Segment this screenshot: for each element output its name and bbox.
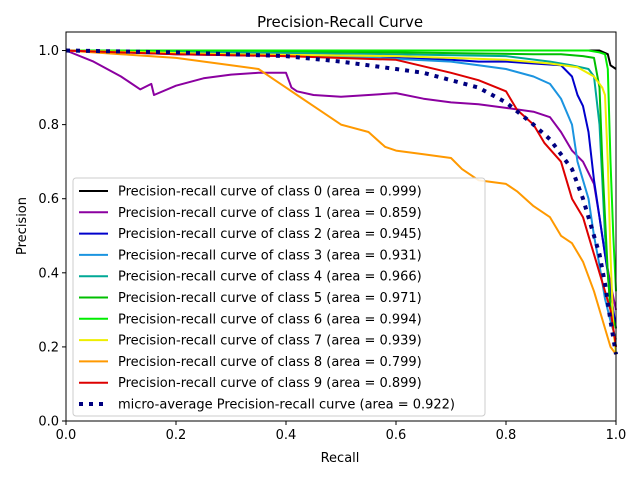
series-line-1 bbox=[65, 49, 617, 311]
legend-label-8: Precision-recall curve of class 8 (area … bbox=[118, 355, 422, 370]
y-tick-label: 0.8 bbox=[38, 118, 59, 133]
series-line-5 bbox=[66, 49, 617, 329]
x-tick-label: 0.0 bbox=[56, 428, 77, 443]
chart-title: Precision-Recall Curve bbox=[257, 13, 423, 31]
legend-label-7: Precision-recall curve of class 7 (area … bbox=[118, 334, 422, 349]
y-tick-label: 0.2 bbox=[38, 340, 59, 355]
legend-label-2: Precision-recall curve of class 2 (area … bbox=[118, 227, 422, 242]
legend-label-9: Precision-recall curve of class 9 (area … bbox=[118, 376, 422, 391]
series-line-8 bbox=[65, 49, 617, 355]
plot-frame bbox=[65, 31, 617, 422]
y-tick-label: 1.0 bbox=[38, 44, 59, 59]
legend: Precision-recall curve of class 0 (area … bbox=[72, 177, 486, 417]
series-line-9 bbox=[65, 49, 617, 348]
series-line-3 bbox=[65, 49, 617, 340]
x-tick-label: 0.6 bbox=[386, 428, 407, 443]
x-tick-label: 0.8 bbox=[496, 428, 517, 443]
legend-label-6: Precision-recall curve of class 6 (area … bbox=[118, 312, 422, 327]
series-line-6 bbox=[66, 49, 617, 292]
legend-label-1: Precision-recall curve of class 1 (area … bbox=[118, 206, 422, 221]
legend-label-5: Precision-recall curve of class 5 (area … bbox=[118, 291, 422, 306]
legend-label-4: Precision-recall curve of class 4 (area … bbox=[118, 270, 422, 285]
x-axis: 0.0 0.2 0.4 0.6 0.8 1.0 bbox=[56, 421, 627, 443]
legend-label-10: micro-average Precision-recall curve (ar… bbox=[118, 398, 455, 413]
x-tick-label: 1.0 bbox=[606, 428, 627, 443]
y-tick-label: 0.6 bbox=[38, 192, 59, 207]
series-line-10 bbox=[65, 48, 618, 355]
y-axis-label: Precision bbox=[15, 197, 30, 255]
legend-box bbox=[72, 177, 486, 417]
series-line-7 bbox=[65, 49, 617, 355]
legend-label-3: Precision-recall curve of class 3 (area … bbox=[118, 248, 422, 263]
y-tick-label: 0.4 bbox=[38, 266, 59, 281]
x-tick-label: 0.2 bbox=[166, 428, 187, 443]
y-axis: 0.0 0.2 0.4 0.6 0.8 1.0 bbox=[38, 44, 66, 430]
x-axis-label: Recall bbox=[321, 451, 360, 466]
legend-label-0: Precision-recall curve of class 0 (area … bbox=[118, 185, 422, 200]
curves-group bbox=[65, 48, 618, 355]
x-tick-label: 0.4 bbox=[276, 428, 297, 443]
y-tick-label: 0.0 bbox=[38, 415, 59, 430]
